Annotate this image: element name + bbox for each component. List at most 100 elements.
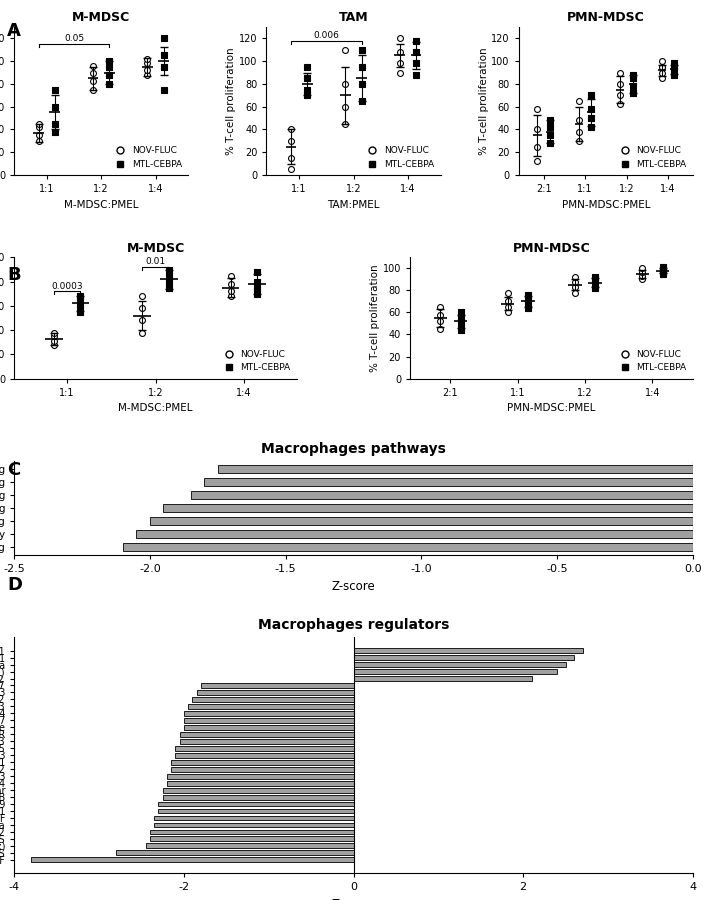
Point — [88, 83, 99, 97]
Bar — [167, 780, 354, 786]
Point — [286, 162, 297, 176]
Point — [136, 313, 148, 328]
Point — [158, 59, 170, 74]
Point — [657, 262, 668, 276]
Point — [225, 284, 236, 299]
Point — [544, 128, 556, 142]
Title: PMN-MDSC: PMN-MDSC — [567, 12, 645, 24]
Bar — [180, 739, 354, 743]
Point — [252, 281, 263, 295]
Point — [657, 260, 668, 274]
Point — [339, 117, 351, 131]
Point — [394, 56, 405, 70]
Bar — [158, 808, 354, 814]
Point — [435, 314, 446, 328]
Bar — [150, 836, 354, 842]
Y-axis label: % T-cell proliferation: % T-cell proliferation — [226, 47, 236, 155]
Point — [49, 117, 61, 131]
Point — [532, 102, 543, 116]
Point — [410, 56, 421, 70]
Point — [573, 113, 585, 128]
Point — [522, 301, 534, 315]
Point — [394, 32, 405, 46]
Text: D: D — [7, 576, 22, 594]
Point — [455, 310, 466, 325]
Legend: NOV-FLUC, MTL-CEBPA: NOV-FLUC, MTL-CEBPA — [614, 348, 689, 374]
Point — [637, 265, 648, 279]
Bar — [136, 530, 693, 538]
Point — [48, 338, 59, 352]
Point — [339, 100, 351, 114]
Point — [435, 308, 446, 322]
Point — [302, 83, 313, 97]
Point — [356, 59, 368, 74]
Point — [163, 262, 175, 276]
Point — [286, 134, 297, 148]
Point — [356, 76, 368, 91]
Point — [590, 281, 601, 295]
Text: 0.006: 0.006 — [313, 31, 339, 40]
Point — [141, 63, 153, 77]
Point — [88, 58, 99, 73]
Point — [614, 88, 626, 103]
Bar — [116, 850, 354, 855]
Bar — [171, 760, 354, 765]
Point — [75, 299, 86, 313]
Point — [33, 128, 45, 142]
Point — [252, 274, 263, 289]
Point — [637, 261, 648, 275]
Bar — [123, 543, 693, 551]
Point — [522, 292, 534, 307]
Point — [502, 294, 513, 309]
Bar — [354, 676, 532, 681]
Point — [502, 285, 513, 300]
Title: Macrophages regulators: Macrophages regulators — [258, 618, 449, 632]
Bar — [204, 478, 693, 486]
Bar — [163, 504, 693, 512]
Point — [435, 322, 446, 337]
Point — [163, 274, 175, 289]
Bar — [354, 648, 583, 653]
Bar — [167, 774, 354, 778]
Text: B: B — [7, 266, 21, 284]
Bar — [163, 795, 354, 799]
Point — [286, 122, 297, 137]
Point — [573, 94, 585, 108]
Point — [614, 76, 626, 91]
Point — [302, 59, 313, 74]
Bar — [184, 711, 354, 716]
Point — [627, 68, 638, 82]
Legend: NOV-FLUC, MTL-CEBPA: NOV-FLUC, MTL-CEBPA — [361, 144, 436, 170]
Point — [502, 300, 513, 314]
Point — [627, 86, 638, 100]
Point — [522, 296, 534, 310]
Point — [252, 286, 263, 301]
Point — [656, 59, 667, 74]
Point — [88, 73, 99, 87]
Y-axis label: % T-cell proliferation: % T-cell proliferation — [479, 47, 489, 155]
Point — [88, 66, 99, 80]
Point — [614, 66, 626, 80]
Point — [573, 124, 585, 139]
Point — [657, 266, 668, 281]
Bar — [171, 767, 354, 771]
Bar — [175, 746, 354, 751]
X-axis label: Z-score: Z-score — [332, 897, 375, 900]
Point — [394, 66, 405, 80]
Point — [136, 302, 148, 316]
Title: TAM: TAM — [339, 12, 368, 24]
Bar — [175, 752, 354, 758]
Bar — [184, 724, 354, 730]
Bar — [150, 518, 693, 525]
Point — [637, 272, 648, 286]
Point — [48, 325, 59, 339]
X-axis label: TAM:PMEL: TAM:PMEL — [327, 200, 380, 210]
Bar — [218, 465, 693, 473]
Point — [669, 59, 680, 74]
Point — [590, 276, 601, 291]
Legend: NOV-FLUC, MTL-CEBPA: NOV-FLUC, MTL-CEBPA — [109, 144, 184, 170]
Point — [356, 94, 368, 108]
Point — [48, 334, 59, 348]
Legend: NOV-FLUC, MTL-CEBPA: NOV-FLUC, MTL-CEBPA — [218, 348, 293, 374]
Point — [614, 97, 626, 112]
